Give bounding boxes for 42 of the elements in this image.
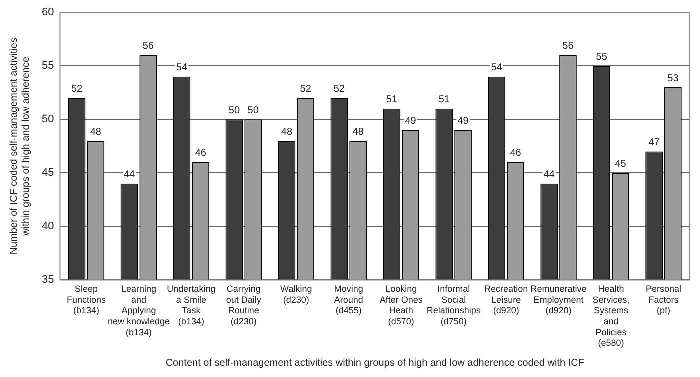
data-label: 51 [438,94,450,106]
data-label: 56 [142,41,154,52]
x-tick-label: Looking After Ones Heath (d570) [380,284,424,326]
data-label: 49 [405,116,417,128]
data-label: 51 [386,94,398,106]
data-label: 46 [195,148,207,160]
x-tick-label: Recreation Leisure (d920) [484,284,528,316]
x-axis-title: Content of self-management activities within groups of high and low adherence coded with ICF [166,358,584,369]
data-label: 53 [668,73,680,84]
data-label: 52 [71,84,84,95]
data-label: 48 [281,126,293,138]
data-label: 45 [615,158,627,170]
data-label: 55 [596,52,608,63]
y-tick-label: 35 [42,274,54,286]
x-tick-label: Walking (d230) [280,284,312,305]
x-tick-label: Health Services, Systems and Policies (e580) [592,284,630,348]
x-tick-label: Sleep Functions (b134) [66,284,106,316]
y-axis-title: Number of ICF coded self-management activities within groups of high and low adherence [8,38,32,255]
y-tick-label: 45 [42,167,54,180]
x-tick-label: Informal Social Relationships (d750) [426,284,482,326]
x-tick-label: Personal Factors (pf) [646,284,682,316]
y-tick-label: 60 [42,6,54,19]
data-label: 46 [510,148,522,160]
data-label: 54 [491,62,503,74]
x-tick-label: Remunerative Employment (d920) [530,284,587,316]
data-label: 48 [352,126,364,138]
data-label: 47 [648,138,660,148]
data-label: 48 [90,126,102,138]
y-tick-label: 55 [42,60,54,72]
data-label: 44 [124,170,136,181]
data-label: 50 [228,105,240,116]
data-label: 44 [544,170,556,181]
x-tick-label: Moving Around (d455) [334,284,364,316]
data-label: 50 [248,105,260,116]
x-tick-label: Carrying out Daily Routine (d230) [226,284,262,326]
data-label: 56 [562,41,574,52]
data-label: 54 [176,62,188,74]
y-tick-label: 40 [42,220,54,233]
data-label: 52 [334,84,346,95]
y-tick-label: 50 [42,114,54,126]
data-label: 49 [458,116,470,128]
data-label: 52 [300,84,312,95]
